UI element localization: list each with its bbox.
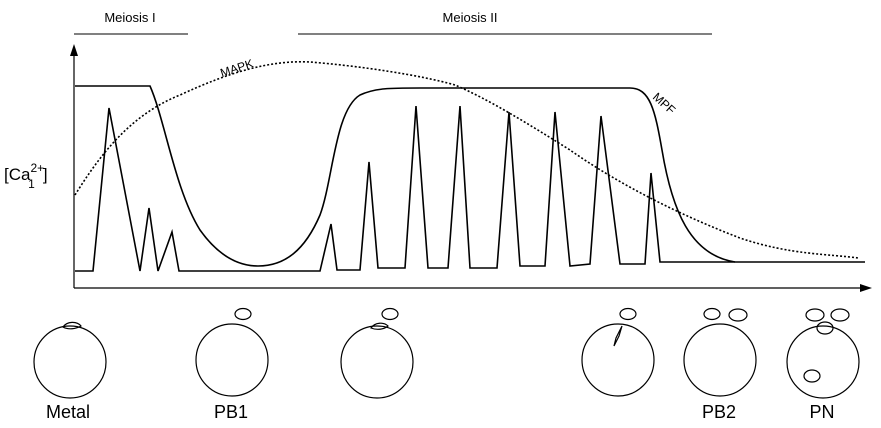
label-part: ] bbox=[43, 165, 48, 184]
axis-arrow bbox=[70, 44, 78, 56]
cell bbox=[33, 321, 107, 399]
stage-label: Metal bbox=[46, 402, 90, 422]
phase-label: Meiosis I bbox=[104, 10, 155, 25]
stage-label: PB1 bbox=[214, 402, 248, 422]
curve-label: MAPK bbox=[218, 56, 255, 80]
stage-label: PN bbox=[809, 402, 834, 422]
y-axis-label: [Ca2+ 1] bbox=[4, 161, 48, 191]
cell bbox=[581, 307, 655, 397]
stage-label: PB2 bbox=[702, 402, 736, 422]
cell bbox=[195, 307, 269, 397]
mpf-curve bbox=[75, 85, 736, 267]
calcium-trace bbox=[75, 105, 865, 272]
mapk-curve bbox=[74, 60, 859, 259]
cell bbox=[786, 308, 860, 399]
label-part: 1 bbox=[28, 177, 35, 191]
axis-arrow bbox=[860, 284, 872, 292]
phase-label: Meiosis II bbox=[443, 10, 498, 25]
label-part: 2+ bbox=[30, 161, 44, 175]
cell bbox=[340, 307, 414, 399]
label-part: [Ca bbox=[4, 165, 31, 184]
cell bbox=[683, 307, 757, 397]
